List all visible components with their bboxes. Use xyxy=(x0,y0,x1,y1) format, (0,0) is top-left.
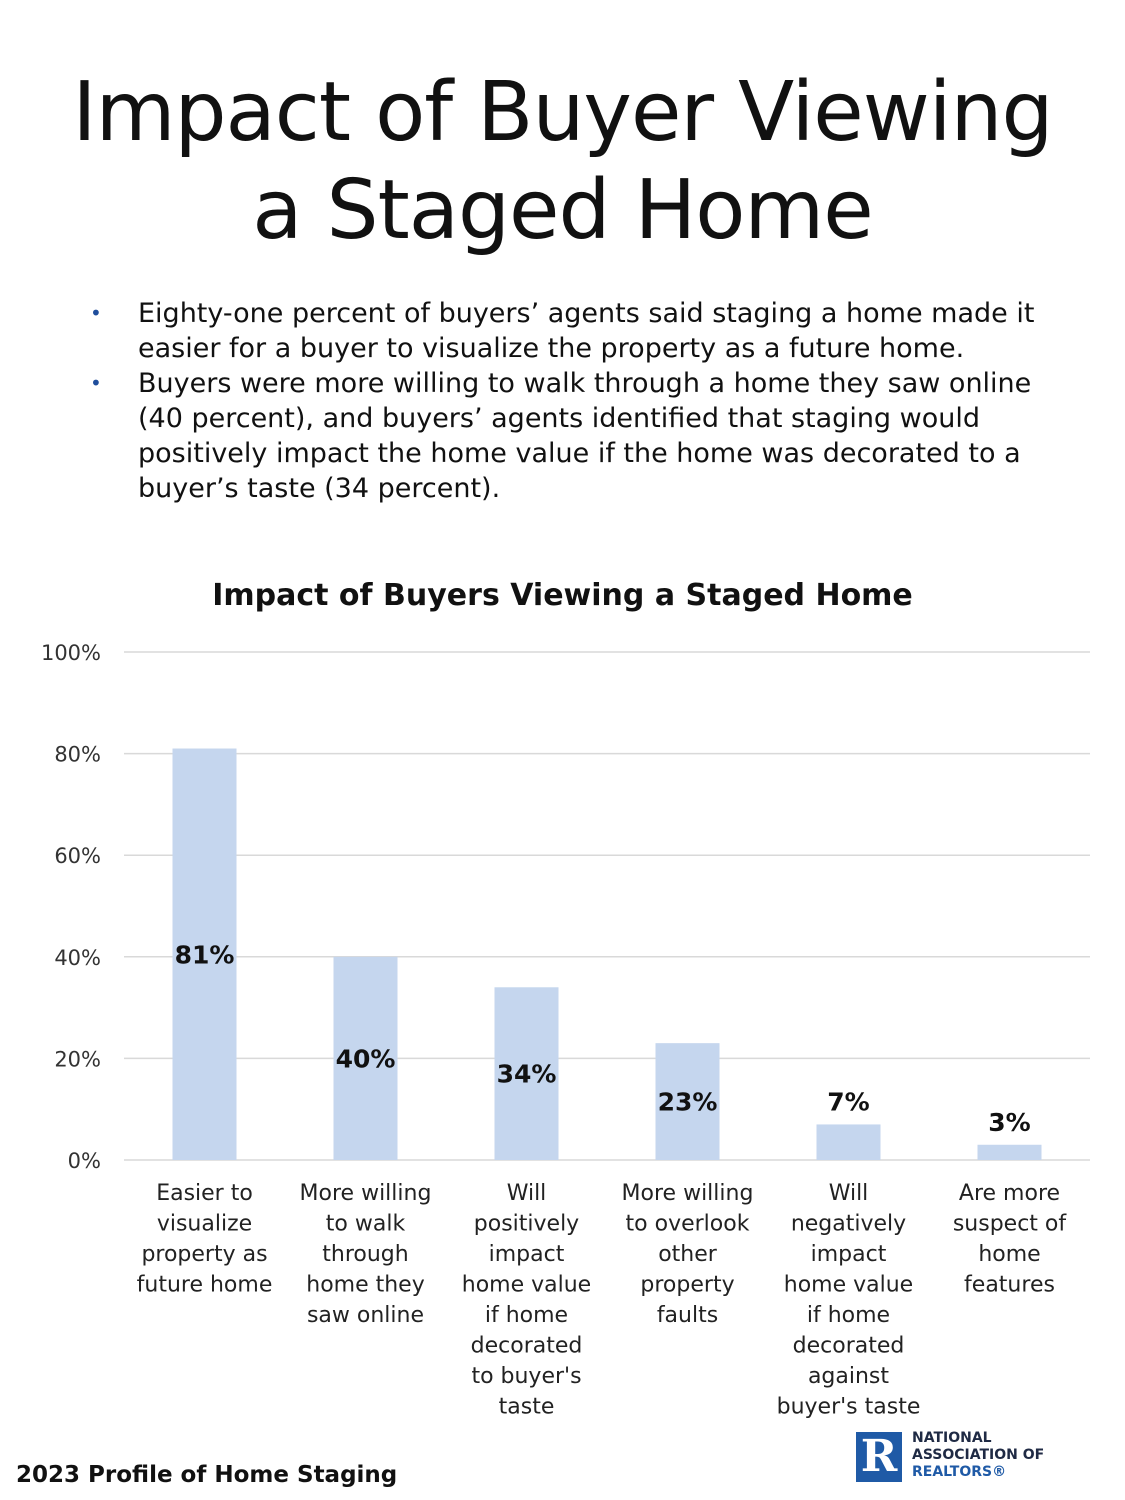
x-category-label: home xyxy=(978,1242,1040,1267)
bar xyxy=(172,748,237,1160)
x-category-label: if home xyxy=(807,1303,890,1328)
bar xyxy=(655,1043,720,1160)
x-category-label: home value xyxy=(462,1273,591,1298)
x-category-label: visualize xyxy=(157,1212,252,1237)
nar-logo: R NATIONAL ASSOCIATION OF REALTORS® xyxy=(856,1430,1096,1484)
x-category-label: positively xyxy=(474,1212,579,1237)
x-category-label: other xyxy=(658,1242,718,1267)
x-category-label: property as xyxy=(141,1242,267,1267)
bar-chart: 0% 20% 40% 60% 80% 100% 81% Easier to visualize p… xyxy=(41,641,1090,1420)
logo-text: NATIONAL ASSOCIATION OF REALTORS® xyxy=(912,1430,1044,1481)
bullet-marker: • xyxy=(90,371,102,395)
x-category-label: suspect of xyxy=(953,1212,1068,1237)
x-category-label: taste xyxy=(499,1395,555,1420)
bullet-text: Eighty-one percent of buyers’ agents sai… xyxy=(138,298,1035,364)
bullet-text: Buyers were more willing to walk through… xyxy=(138,368,1032,504)
x-category-label: features xyxy=(964,1273,1055,1298)
data-label: 7% xyxy=(827,1087,869,1116)
page-title-line-2: a Staged Home xyxy=(252,163,874,258)
x-category-label: More willing xyxy=(622,1181,754,1206)
x-category-label: impact xyxy=(811,1242,887,1267)
page-title: Impact of Buyer Viewing a Staged Home xyxy=(0,64,1125,260)
x-category-label: home value xyxy=(784,1273,913,1298)
x-category-label: Will xyxy=(507,1181,547,1206)
x-category-label: decorated xyxy=(793,1334,905,1359)
x-category-label: impact xyxy=(489,1242,565,1267)
x-category-label: property xyxy=(640,1273,734,1298)
y-tick-label: 0% xyxy=(68,1149,101,1173)
x-category-label: to overlook xyxy=(626,1212,750,1237)
x-category-label: Are more xyxy=(959,1181,1060,1206)
y-tick-label: 20% xyxy=(54,1047,101,1071)
data-label: 34% xyxy=(497,1060,557,1089)
logo-line-3: REALTORS® xyxy=(912,1464,1007,1480)
x-category-label: home they xyxy=(306,1273,425,1298)
bullet-item: • Buyers were more willing to walk throu… xyxy=(78,366,1038,506)
data-label: 81% xyxy=(175,940,235,969)
data-label: 3% xyxy=(988,1108,1030,1137)
logo-line-2: ASSOCIATION OF xyxy=(912,1447,1045,1463)
data-label: 23% xyxy=(658,1088,718,1117)
x-category-label: future home xyxy=(137,1273,273,1298)
x-category-label: negatively xyxy=(791,1212,906,1237)
bullet-marker: • xyxy=(90,301,102,325)
footer-source: 2023 Profile of Home Staging xyxy=(16,1462,398,1488)
bar xyxy=(816,1124,881,1160)
bar xyxy=(333,956,398,1160)
y-tick-label: 60% xyxy=(54,844,101,868)
y-tick-label: 80% xyxy=(54,743,101,767)
y-tick-label: 40% xyxy=(54,946,101,970)
x-category-label: to walk xyxy=(326,1212,406,1237)
x-category-label: buyer's taste xyxy=(777,1395,921,1420)
x-category-label: Easier to xyxy=(156,1181,253,1206)
x-category-label: to buyer's xyxy=(471,1364,581,1389)
x-category-label: if home xyxy=(485,1303,568,1328)
x-category-label: against xyxy=(808,1364,889,1389)
realtor-r-logo-mark: R xyxy=(856,1432,902,1482)
bullet-item: • Eighty-one percent of buyers’ agents s… xyxy=(78,296,1038,366)
bullet-list: • Eighty-one percent of buyers’ agents s… xyxy=(78,296,1038,506)
chart-title: Impact of Buyers Viewing a Staged Home xyxy=(212,578,913,613)
x-category-label: saw online xyxy=(307,1303,424,1328)
x-category-label: More willing xyxy=(300,1181,432,1206)
y-tick-label: 100% xyxy=(41,641,101,665)
page-title-line-1: Impact of Buyer Viewing xyxy=(72,65,1053,160)
bar xyxy=(977,1144,1042,1160)
x-category-label: faults xyxy=(657,1303,718,1328)
x-category-label: decorated xyxy=(471,1334,583,1359)
bar xyxy=(494,987,559,1160)
x-category-label: through xyxy=(322,1242,408,1267)
x-category-label: Will xyxy=(829,1181,869,1206)
data-label: 40% xyxy=(336,1044,396,1073)
logo-line-1: NATIONAL xyxy=(912,1430,992,1446)
